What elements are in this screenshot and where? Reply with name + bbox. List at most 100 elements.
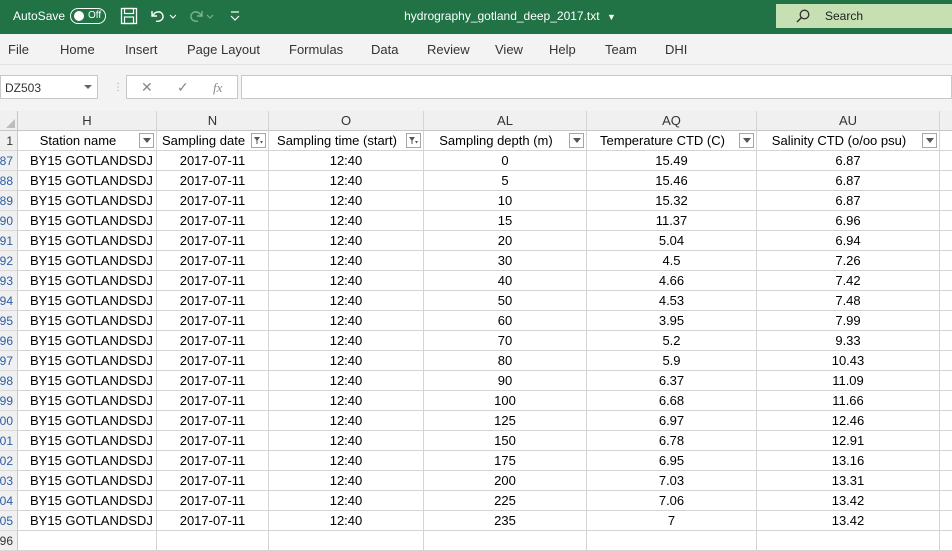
cell-sampling-depth[interactable]: 80 bbox=[424, 351, 587, 371]
tab-team[interactable]: Team bbox=[605, 42, 637, 57]
cell-station-name[interactable]: BY15 GOTLANDSDJ bbox=[18, 511, 157, 531]
cell-empty[interactable] bbox=[940, 531, 952, 551]
cell-sampling-time[interactable]: 12:40 bbox=[269, 211, 424, 231]
cell-sampling-date[interactable]: 2017-07-11 bbox=[157, 311, 269, 331]
formula-input[interactable] bbox=[241, 75, 952, 99]
cell-temperature[interactable]: 6.68 bbox=[587, 391, 757, 411]
cell-temperature[interactable]: 6.97 bbox=[587, 411, 757, 431]
cell-empty[interactable] bbox=[269, 531, 424, 551]
cell-station-name[interactable]: BY15 GOTLANDSDJ bbox=[18, 471, 157, 491]
cell-sampling-depth[interactable]: 20 bbox=[424, 231, 587, 251]
cell-sampling-date[interactable]: 2017-07-11 bbox=[157, 271, 269, 291]
cell-extra[interactable] bbox=[940, 331, 952, 351]
cell-sampling-date[interactable]: 2017-07-11 bbox=[157, 471, 269, 491]
cell-salinity[interactable]: 11.66 bbox=[757, 391, 940, 411]
cell-sampling-date[interactable]: 2017-07-11 bbox=[157, 371, 269, 391]
cell-sampling-date[interactable]: 2017-07-11 bbox=[157, 391, 269, 411]
row-header[interactable]: 105 bbox=[0, 511, 18, 531]
cell-salinity[interactable]: 7.42 bbox=[757, 271, 940, 291]
cell-sampling-date[interactable]: 2017-07-11 bbox=[157, 451, 269, 471]
row-header[interactable]: 101 bbox=[0, 431, 18, 451]
cell-station-name[interactable]: BY15 GOTLANDSDJ bbox=[18, 171, 157, 191]
cell-salinity[interactable]: 13.42 bbox=[757, 491, 940, 511]
cell-sampling-depth[interactable]: 90 bbox=[424, 371, 587, 391]
row-header[interactable]: 102 bbox=[0, 451, 18, 471]
cell-sampling-time[interactable]: 12:40 bbox=[269, 251, 424, 271]
cell-temperature[interactable]: 6.78 bbox=[587, 431, 757, 451]
cell-salinity[interactable]: 7.26 bbox=[757, 251, 940, 271]
cell-temperature[interactable]: 7.03 bbox=[587, 471, 757, 491]
cell-sampling-time[interactable]: 12:40 bbox=[269, 411, 424, 431]
cell-salinity[interactable]: 9.33 bbox=[757, 331, 940, 351]
row-header[interactable]: 99 bbox=[0, 391, 18, 411]
cell-sampling-date[interactable]: 2017-07-11 bbox=[157, 491, 269, 511]
row-header[interactable]: 196 bbox=[0, 531, 18, 551]
column-header-aq[interactable]: AQ bbox=[587, 111, 757, 131]
cell-sampling-depth[interactable]: 50 bbox=[424, 291, 587, 311]
cell-station-name[interactable]: BY15 GOTLANDSDJ bbox=[18, 211, 157, 231]
cell-station-name[interactable]: BY15 GOTLANDSDJ bbox=[18, 351, 157, 371]
cell-extra[interactable] bbox=[940, 511, 952, 531]
cell-sampling-time[interactable]: 12:40 bbox=[269, 491, 424, 511]
row-header[interactable]: 93 bbox=[0, 271, 18, 291]
select-all-corner[interactable] bbox=[0, 111, 18, 131]
row-header[interactable]: 100 bbox=[0, 411, 18, 431]
header-cell-salinity[interactable]: Salinity CTD (o/oo psu) bbox=[757, 131, 940, 151]
cell-temperature[interactable]: 3.95 bbox=[587, 311, 757, 331]
cell-temperature[interactable]: 7 bbox=[587, 511, 757, 531]
cell-extra[interactable] bbox=[940, 491, 952, 511]
row-header[interactable]: 87 bbox=[0, 151, 18, 171]
cell-salinity[interactable]: 6.87 bbox=[757, 151, 940, 171]
cell-salinity[interactable]: 13.42 bbox=[757, 511, 940, 531]
cell-temperature[interactable]: 4.66 bbox=[587, 271, 757, 291]
insert-function-icon[interactable]: fx bbox=[213, 80, 223, 95]
cell-sampling-date[interactable]: 2017-07-11 bbox=[157, 171, 269, 191]
column-header-o[interactable]: O bbox=[269, 111, 424, 131]
cell-extra[interactable] bbox=[940, 411, 952, 431]
header-cell-extra[interactable] bbox=[940, 131, 952, 151]
cell-sampling-depth[interactable]: 175 bbox=[424, 451, 587, 471]
header-cell-station-name[interactable]: Station name bbox=[18, 131, 157, 151]
cell-sampling-time[interactable]: 12:40 bbox=[269, 351, 424, 371]
cell-sampling-depth[interactable]: 200 bbox=[424, 471, 587, 491]
cell-sampling-time[interactable]: 12:40 bbox=[269, 451, 424, 471]
cell-sampling-date[interactable]: 2017-07-11 bbox=[157, 291, 269, 311]
filter-dropdown-icon[interactable] bbox=[139, 133, 154, 148]
cell-salinity[interactable]: 12.46 bbox=[757, 411, 940, 431]
cell-extra[interactable] bbox=[940, 351, 952, 371]
column-header-next[interactable] bbox=[940, 111, 952, 131]
header-cell-sampling-time[interactable]: Sampling time (start) bbox=[269, 131, 424, 151]
cell-sampling-date[interactable]: 2017-07-11 bbox=[157, 351, 269, 371]
cell-empty[interactable] bbox=[587, 531, 757, 551]
cell-salinity[interactable]: 7.48 bbox=[757, 291, 940, 311]
cell-station-name[interactable]: BY15 GOTLANDSDJ bbox=[18, 411, 157, 431]
undo-icon[interactable] bbox=[148, 7, 177, 27]
cell-salinity[interactable]: 12.91 bbox=[757, 431, 940, 451]
name-box[interactable]: DZ503 bbox=[0, 75, 98, 99]
cell-temperature[interactable]: 4.5 bbox=[587, 251, 757, 271]
row-header[interactable]: 92 bbox=[0, 251, 18, 271]
more-icon[interactable]: ⋮ bbox=[113, 82, 123, 93]
tab-dhi[interactable]: DHI bbox=[665, 42, 688, 57]
cell-extra[interactable] bbox=[940, 291, 952, 311]
cell-salinity[interactable]: 6.94 bbox=[757, 231, 940, 251]
cell-sampling-time[interactable]: 12:40 bbox=[269, 311, 424, 331]
cell-sampling-depth[interactable]: 125 bbox=[424, 411, 587, 431]
cell-temperature[interactable]: 15.49 bbox=[587, 151, 757, 171]
enter-icon[interactable]: ✓ bbox=[177, 79, 189, 95]
cell-extra[interactable] bbox=[940, 311, 952, 331]
cell-salinity[interactable]: 6.96 bbox=[757, 211, 940, 231]
filter-active-icon[interactable] bbox=[251, 133, 266, 148]
cell-extra[interactable] bbox=[940, 471, 952, 491]
cell-sampling-time[interactable]: 12:40 bbox=[269, 151, 424, 171]
tab-data[interactable]: Data bbox=[371, 42, 399, 57]
cell-sampling-time[interactable]: 12:40 bbox=[269, 291, 424, 311]
cell-salinity[interactable]: 6.87 bbox=[757, 191, 940, 211]
column-header-n[interactable]: N bbox=[157, 111, 269, 131]
cell-sampling-depth[interactable]: 100 bbox=[424, 391, 587, 411]
cell-extra[interactable] bbox=[940, 191, 952, 211]
cell-sampling-depth[interactable]: 235 bbox=[424, 511, 587, 531]
cell-temperature[interactable]: 7.06 bbox=[587, 491, 757, 511]
cell-sampling-date[interactable]: 2017-07-11 bbox=[157, 191, 269, 211]
tab-view[interactable]: View bbox=[495, 42, 523, 57]
